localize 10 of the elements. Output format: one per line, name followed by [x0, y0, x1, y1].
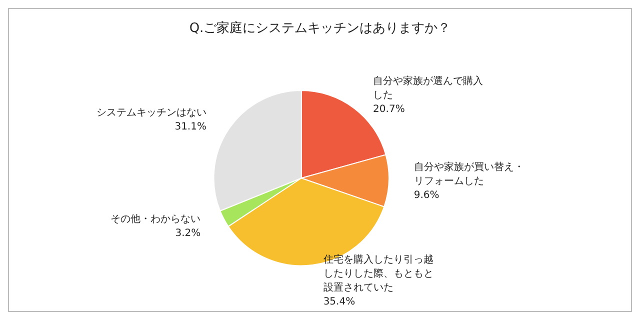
data-label: 31.1%: [174, 122, 206, 133]
data-label: 35.4%: [323, 296, 356, 308]
slice-label: 自分や家族が選んで購入した: [373, 75, 484, 102]
data-label: 3.2%: [175, 228, 201, 239]
data-label: 20.7%: [373, 104, 405, 116]
slice-label: その他・わからない: [110, 212, 201, 225]
slice-label: 自分や家族が買い替え・リフォームした: [414, 160, 524, 187]
slice-label: システムキッチンはない: [96, 108, 206, 119]
data-label: 9.6%: [414, 190, 440, 201]
chart-title: Q.ご家庭にシステムキッチンはありますか？: [189, 20, 451, 36]
